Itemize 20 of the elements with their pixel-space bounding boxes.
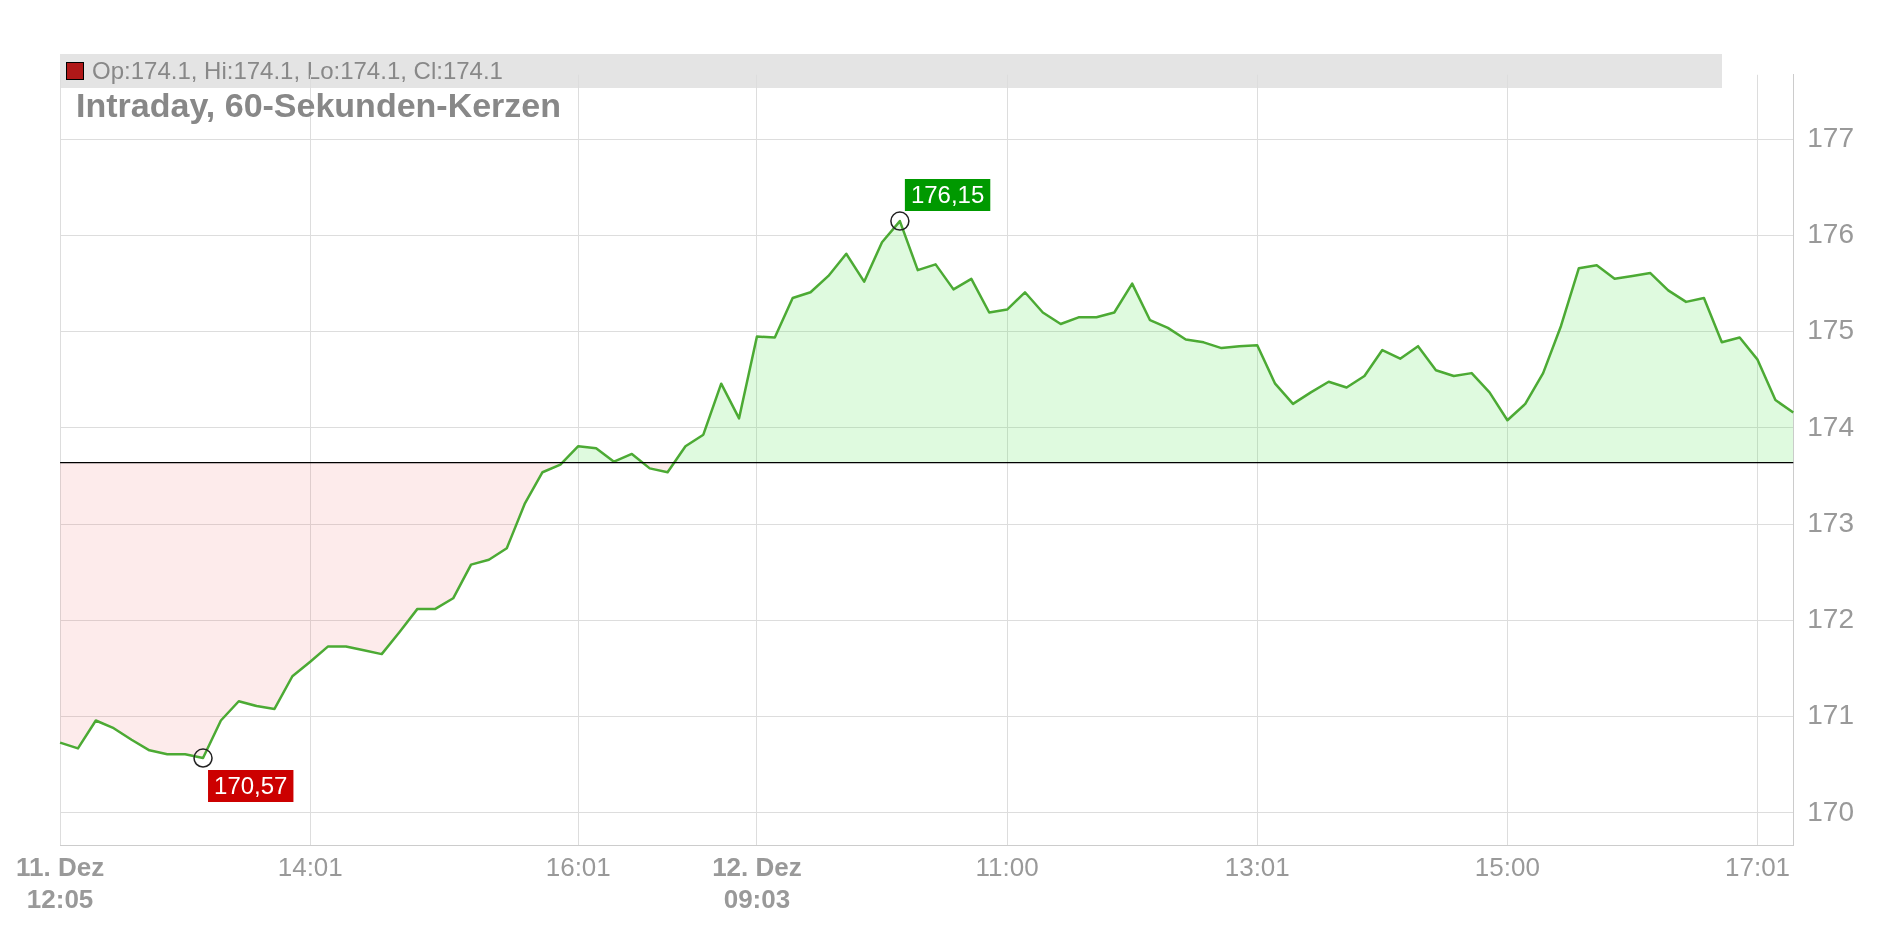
x-tick-label: 13:01 xyxy=(1224,852,1290,883)
x-tick-label: 12. Dez 09:03 xyxy=(712,852,802,914)
x-tick-label: 11:00 xyxy=(975,852,1039,883)
y-tick-label: 177 xyxy=(1807,121,1854,153)
y-tick-label: 170 xyxy=(1807,795,1854,827)
data-label: 170,57 xyxy=(214,771,288,799)
x-tick-label: 17:01 xyxy=(1725,852,1791,883)
y-tick-label: 174 xyxy=(1807,410,1854,442)
y-tick-label: 173 xyxy=(1807,506,1854,538)
x-tick-label: 15:00 xyxy=(1474,852,1540,883)
x-tick-label: 11. Dez 12:05 xyxy=(16,852,105,914)
y-tick-label: 176 xyxy=(1807,218,1854,250)
y-tick-label: 172 xyxy=(1807,603,1854,635)
x-tick-label: 14:01 xyxy=(277,852,343,883)
y-tick-label: 171 xyxy=(1807,699,1854,731)
y-tick-label: 175 xyxy=(1807,314,1854,346)
chart-title: Intraday, 60-Sekunden-Kerzen xyxy=(76,86,562,125)
x-tick-label: 16:01 xyxy=(545,852,611,883)
data-label: 176,15 xyxy=(910,180,985,208)
annotation: Op:174.1, Hi:174.1, Lo:174.1, Cl:174.1 xyxy=(92,57,503,85)
